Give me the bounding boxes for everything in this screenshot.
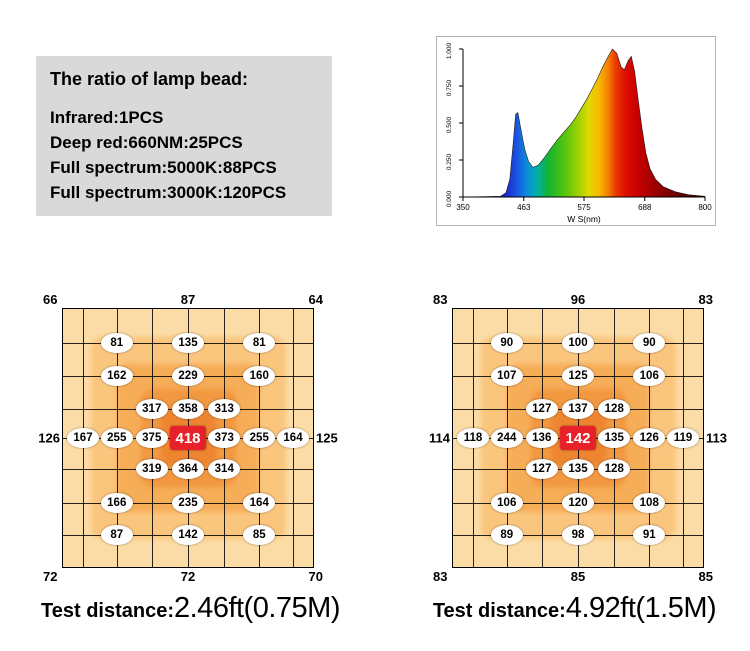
ppfd-value-marker: 107 xyxy=(490,365,523,386)
ppfd-value-marker: 118 xyxy=(457,428,489,448)
ppfd-value-marker: 108 xyxy=(633,492,666,513)
lamp-ratio-line: Deep red:660NM:25PCS xyxy=(50,133,243,152)
ppfd-value-marker: 364 xyxy=(172,458,204,479)
x-tick-label: 463 xyxy=(517,203,531,212)
edge-value-label: 70 xyxy=(308,569,323,584)
test-distance-label: Test distance: xyxy=(432,600,566,622)
ppfd-value-marker: 81 xyxy=(100,332,133,353)
edge-value-label: 96 xyxy=(570,292,586,307)
edge-value-label: 83 xyxy=(698,292,713,307)
x-axis-title: W S(nm) xyxy=(567,214,601,224)
ppfd-map-1-5m: 90 100 90 107 125 106 127 137 128 118 244 136 142 135… xyxy=(429,292,727,584)
test-distance-value: 2.46ft(0.75M) xyxy=(174,592,340,624)
ppfd-value-marker: 313 xyxy=(208,399,241,420)
ppfd-value-marker: 255 xyxy=(100,428,133,448)
edge-value-label: 64 xyxy=(308,292,323,307)
ppfd-value-marker: 128 xyxy=(598,399,631,420)
ppfd-value-marker: 373 xyxy=(208,428,241,448)
ppfd-value-marker: 120 xyxy=(562,492,594,513)
spectrum-axis-labels: 350 463 575 688 800 1.000 0.750 0.500 0.250 0.000… xyxy=(446,42,712,224)
ppfd-value-marker: 319 xyxy=(135,458,168,479)
ppfd-value-marker: 81 xyxy=(243,332,276,353)
y-tick-label: 0.250 xyxy=(446,153,453,170)
edge-value-label: 125 xyxy=(316,430,338,446)
lamp-ratio-panel: The ratio of lamp bead: Infrared:1PCS Dee… xyxy=(36,56,332,216)
ppfd-value-marker: 126 xyxy=(633,428,666,448)
ppfd-value-marker: 90 xyxy=(633,332,666,353)
ppfd-value-marker: 127 xyxy=(525,399,558,420)
ppfd-value-marker: 100 xyxy=(562,332,594,353)
spectrum-axes xyxy=(459,48,706,201)
ppfd-value-marker: 85 xyxy=(243,524,276,545)
edge-value-label: 126 xyxy=(38,430,60,446)
x-tick-label: 575 xyxy=(577,203,591,212)
lamp-ratio-lines: Infrared:1PCS Deep red:660NM:25PCS Full sp… xyxy=(50,105,322,205)
ppfd-value-marker: 164 xyxy=(243,492,276,513)
ppfd-value-marker: 90 xyxy=(490,332,523,353)
ppfd-value-marker: 119 xyxy=(667,428,699,448)
ppfd-value-marker: 162 xyxy=(100,365,133,386)
edge-value-label: 72 xyxy=(43,569,58,584)
lamp-ratio-line: Full spectrum:5000K:88PCS xyxy=(50,158,277,177)
test-distance-label: Test distance: xyxy=(41,600,174,622)
ppfd-value-marker: 135 xyxy=(562,458,594,479)
test-distance-caption-right: Test distance:4.92ft(1.5M) xyxy=(402,592,747,625)
ppfd-value-marker: 135 xyxy=(598,428,631,448)
ppfd-value-marker: 235 xyxy=(172,492,204,513)
ppfd-value-marker: 375 xyxy=(135,428,168,448)
ppfd-value-marker: 142 xyxy=(172,524,204,545)
ppfd-value-marker: 317 xyxy=(135,399,168,420)
edge-value-label: 72 xyxy=(180,569,196,584)
spectrum-curve xyxy=(462,48,706,198)
lamp-ratio-line: Full spectrum:3000K:120PCS xyxy=(50,183,287,202)
lamp-ratio-line: Infrared:1PCS xyxy=(50,108,164,127)
edge-value-label: 85 xyxy=(570,569,586,584)
ppfd-value-marker: 89 xyxy=(490,524,523,545)
spectrum-chart-panel: 350 463 575 688 800 1.000 0.750 0.500 0.250 0.000… xyxy=(436,36,716,226)
spectrum-chart: 350 463 575 688 800 1.000 0.750 0.500 0.250 0.000… xyxy=(446,42,712,224)
ppfd-value-marker: 91 xyxy=(633,524,666,545)
y-tick-label: 0.000 xyxy=(446,190,453,207)
ppfd-value-marker: 167 xyxy=(67,428,99,448)
ppfd-value-marker: 164 xyxy=(277,428,309,448)
test-distance-value: 4.92ft(1.5M) xyxy=(565,592,717,624)
ppfd-value-marker: 128 xyxy=(598,458,631,479)
ppfd-value-marker: 166 xyxy=(100,492,133,513)
edge-value-label: 66 xyxy=(43,292,58,307)
x-tick-label: 800 xyxy=(698,203,712,212)
ppfd-value-marker: 137 xyxy=(562,399,594,420)
ppfd-value-marker: 127 xyxy=(525,458,558,479)
ppfd-value-marker: 244 xyxy=(490,428,523,448)
peak-value-badge: 142 xyxy=(560,426,596,450)
y-tick-label: 0.750 xyxy=(446,79,453,96)
edge-value-label: 83 xyxy=(433,569,448,584)
x-tick-label: 350 xyxy=(456,203,470,212)
y-tick-label: 0.500 xyxy=(446,116,453,133)
ppfd-value-marker: 136 xyxy=(525,428,558,448)
ppfd-value-marker: 98 xyxy=(562,524,594,545)
lamp-ratio-title: The ratio of lamp bead: xyxy=(50,69,249,89)
ppfd-value-marker: 314 xyxy=(208,458,241,479)
ppfd-map-0-75m: 81 135 81 162 229 160 317 358 313 167 255 375 418 373… xyxy=(38,292,337,584)
edge-value-label: 87 xyxy=(180,292,196,307)
test-distance-caption-left: Test distance:2.46ft(0.75M) xyxy=(18,592,363,625)
ppfd-value-marker: 106 xyxy=(633,365,666,386)
ppfd-value-marker: 229 xyxy=(172,365,204,386)
ppfd-value-marker: 160 xyxy=(243,365,276,386)
ppfd-value-marker: 135 xyxy=(172,332,204,353)
edge-value-label: 83 xyxy=(433,292,448,307)
x-tick-label: 688 xyxy=(638,203,652,212)
ppfd-value-marker: 125 xyxy=(562,365,594,386)
peak-value-badge: 418 xyxy=(170,426,206,450)
ppfd-value-marker: 87 xyxy=(100,524,133,545)
ppfd-value-marker: 358 xyxy=(172,399,204,420)
edge-value-label: 85 xyxy=(698,569,713,584)
ppfd-value-marker: 106 xyxy=(490,492,523,513)
y-tick-label: 1.000 xyxy=(446,42,453,59)
edge-value-label: 114 xyxy=(429,430,450,446)
edge-value-label: 113 xyxy=(706,430,727,446)
ppfd-value-marker: 255 xyxy=(243,428,276,448)
